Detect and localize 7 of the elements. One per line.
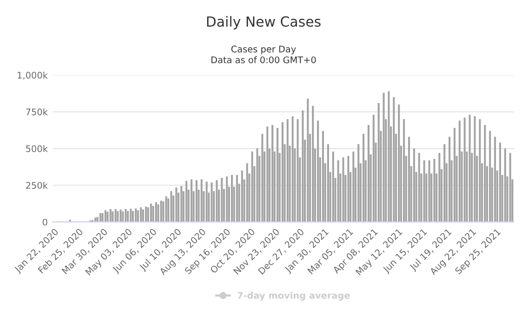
chart-title: Daily New Cases bbox=[207, 16, 321, 30]
y-tick-label: 750k bbox=[26, 108, 48, 116]
y-tick-label: 1,000k bbox=[18, 72, 48, 80]
y-tick-label: 0 bbox=[42, 218, 48, 226]
chart-subtitle: Cases per Day Data as of 0:00 GMT+0 bbox=[211, 46, 316, 64]
y-tick-label: 250k bbox=[26, 182, 48, 189]
y-tick-label: 500k bbox=[26, 145, 48, 152]
